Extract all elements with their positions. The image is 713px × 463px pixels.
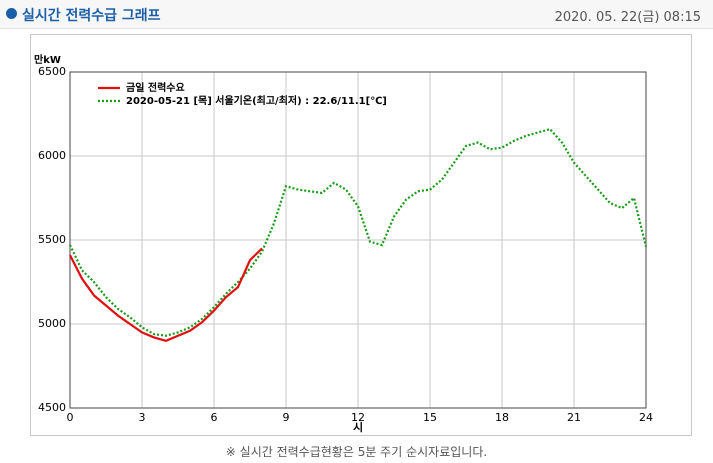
chart: 4500 5000 5500 6000 6500 0 3 6 9 12 15 18 21 24 만kW 시 금일… <box>34 53 653 434</box>
footnote: ※ 실시간 전력수급현황은 5분 주기 순시자료입니다. <box>225 445 488 459</box>
chart-frame <box>30 34 692 436</box>
legend-label: 금일 전력수요 <box>126 81 185 94</box>
x-tick-label: 18 <box>495 411 509 424</box>
bullet-icon <box>6 8 17 19</box>
page-title: 실시간 전력수급 그래프 <box>22 8 161 24</box>
x-tick-label: 15 <box>423 411 437 424</box>
y-tick-label: 5500 <box>38 233 66 246</box>
plot-border <box>69 71 647 409</box>
x-axis-label: 시 <box>353 421 363 434</box>
y-tick-label: 6000 <box>38 149 66 162</box>
x-tick-label: 0 <box>67 411 74 424</box>
y-tick-label: 5000 <box>38 317 66 330</box>
legend-label: 2020-05-21 [목] 서울기온(최고/최저) : 22.6/11.1[℃… <box>126 94 387 107</box>
datetime: 2020. 05. 22(금) 08:15 <box>554 10 701 25</box>
x-tick-label: 24 <box>639 411 653 424</box>
x-tick-label: 21 <box>567 411 581 424</box>
y-tick-label: 4500 <box>38 401 66 414</box>
x-tick-label: 12 <box>351 411 365 424</box>
data-line <box>69 127 648 337</box>
header: 실시간 전력수급 그래프 2020. 05. 22(금) 08:15 <box>0 0 713 29</box>
data-line <box>69 247 263 342</box>
x-tick-label: 3 <box>139 411 146 424</box>
x-tick-label: 9 <box>283 411 290 424</box>
x-tick-label: 6 <box>211 411 218 424</box>
y-axis-label: 만kW <box>34 53 61 66</box>
y-tick-label: 6500 <box>38 65 66 78</box>
